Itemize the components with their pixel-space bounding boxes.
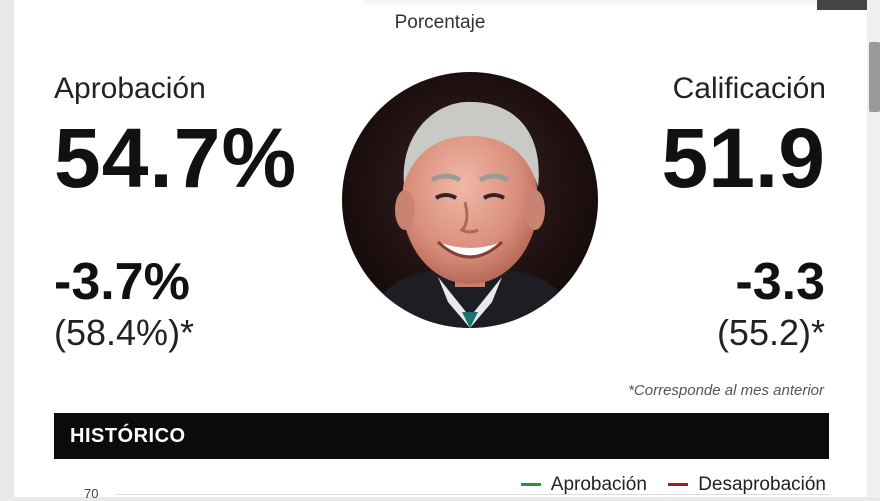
disapproval-swatch [668, 483, 689, 486]
legend-item-approval[interactable]: Aprobación [520, 473, 647, 496]
rating-change: -3.3 [735, 253, 825, 311]
subtitle: Porcentaje [394, 12, 486, 33]
legend-item-disapproval[interactable]: Desaprobación [668, 474, 826, 496]
y-gridline [116, 494, 829, 495]
approval-value: 54.7% [54, 111, 298, 205]
top-corner-button[interactable] [817, 0, 869, 10]
scrollbar-track[interactable] [867, 0, 880, 497]
approval-swatch [520, 483, 541, 486]
approval-change: -3.7% [54, 253, 190, 311]
chart-legend: Aprobación Desaprobación [505, 470, 826, 496]
approval-label: Aprobación [54, 72, 206, 105]
historico-title: HISTÓRICO [70, 425, 186, 447]
approval-previous: (58.4%)* [54, 312, 195, 353]
scrollbar-thumb[interactable] [869, 42, 880, 112]
portrait-photo [342, 72, 598, 328]
historico-header: HISTÓRICO [54, 413, 829, 459]
page-gutter [0, 0, 14, 497]
rating-label: Calificación [672, 72, 826, 105]
rating-previous: (55.2)* [716, 312, 825, 353]
legend-disapproval-label: Desaprobación [698, 473, 826, 495]
rating-value: 51.9 [661, 111, 826, 205]
top-fade [364, 0, 824, 8]
legend-approval-label: Aprobación [550, 473, 647, 495]
y-axis-tick: 70 [84, 486, 99, 501]
footnote: *Corresponde al mes anterior [628, 382, 824, 399]
